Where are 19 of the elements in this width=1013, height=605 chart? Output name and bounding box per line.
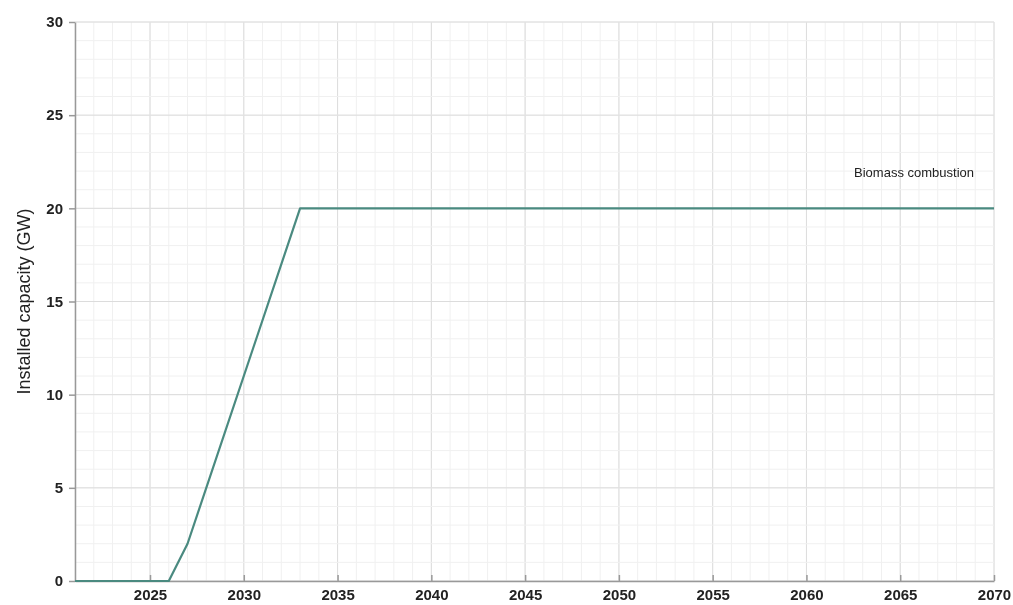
text: Biomass combustion xyxy=(854,165,974,180)
y-tick-label: 15 xyxy=(46,292,63,310)
y-tick-label: 20 xyxy=(46,199,63,217)
y-tick-label: 10 xyxy=(46,385,63,403)
x-tick-label: 2050 xyxy=(602,585,637,603)
x-tick-label: 2065 xyxy=(884,585,918,603)
x-tick-label: 2070 xyxy=(977,585,1012,603)
x-tick-label: 2060 xyxy=(790,585,824,603)
y-tick-label: 25 xyxy=(46,106,63,124)
y-axis-title: Installed capacity (GW) xyxy=(14,208,34,395)
x-tick-label: 2025 xyxy=(133,585,168,603)
x-tick-label: 2055 xyxy=(696,585,730,603)
y-tick-label: 0 xyxy=(54,572,63,590)
x-tick-label: 2040 xyxy=(415,585,449,603)
x-tick-label: 2035 xyxy=(321,585,355,603)
x-tick-label: 2030 xyxy=(227,585,261,603)
y-tick-label: 30 xyxy=(46,13,63,31)
x-tick-label: 2045 xyxy=(508,585,543,603)
y-tick-label: 5 xyxy=(54,479,63,497)
